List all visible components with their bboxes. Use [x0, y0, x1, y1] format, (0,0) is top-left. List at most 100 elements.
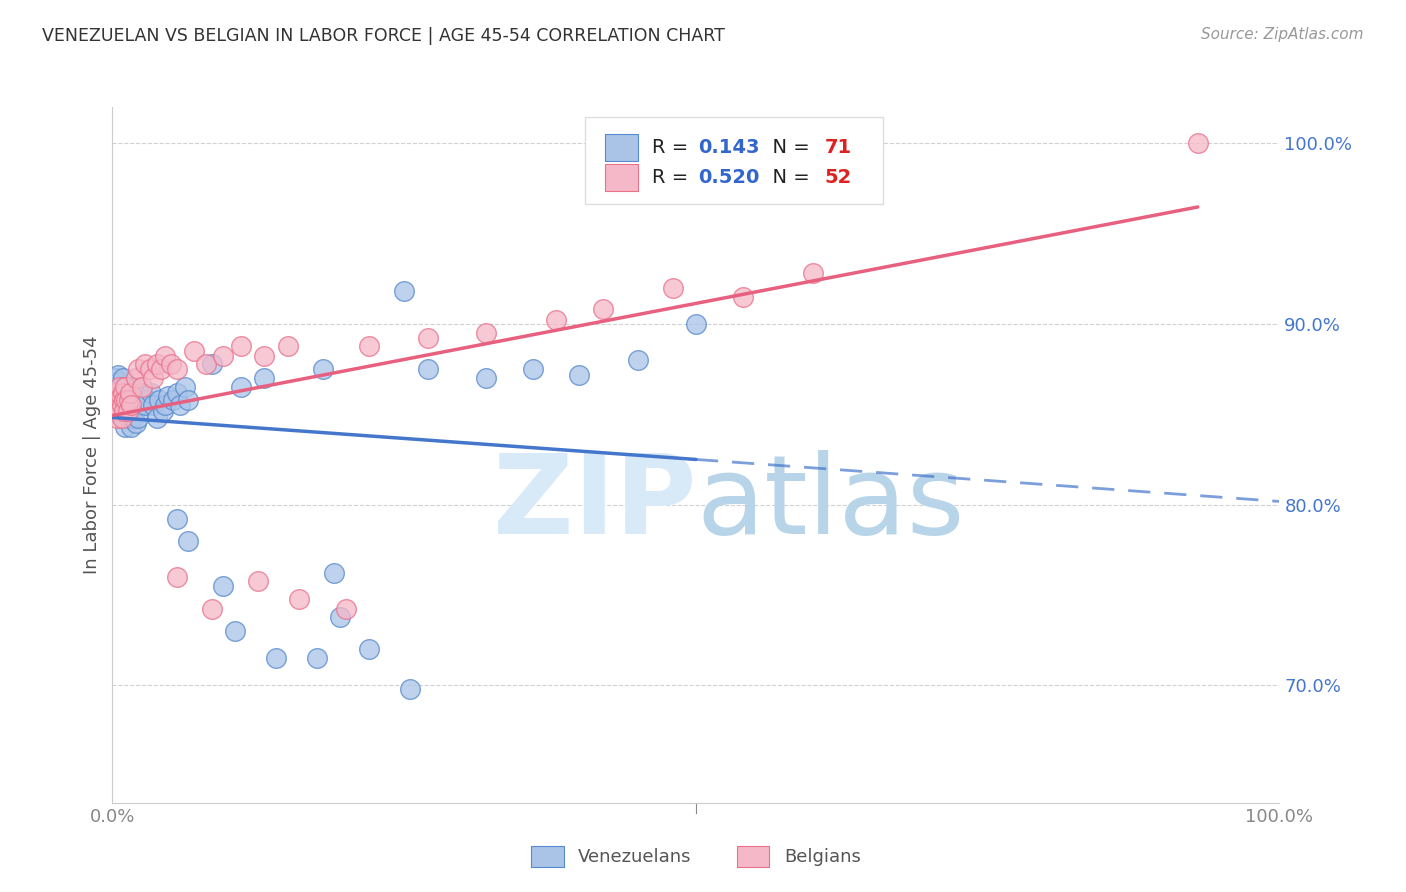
- Text: R =: R =: [651, 138, 695, 157]
- Point: [125, 392, 148, 407]
- Point: [288, 591, 311, 606]
- Point: [111, 410, 134, 425]
- Point: [118, 392, 141, 407]
- Point: [104, 380, 127, 394]
- Point: [111, 371, 134, 385]
- Point: [136, 392, 159, 407]
- Point: [177, 392, 200, 407]
- Point: [139, 385, 162, 400]
- Point: [134, 398, 156, 412]
- Point: [166, 512, 188, 526]
- Text: Source: ZipAtlas.com: Source: ZipAtlas.com: [1201, 27, 1364, 42]
- Point: [131, 380, 153, 394]
- Point: [150, 362, 173, 376]
- Point: [105, 389, 128, 403]
- Point: [801, 266, 824, 280]
- Text: R =: R =: [651, 168, 695, 186]
- Point: [183, 344, 205, 359]
- Point: [177, 533, 200, 548]
- Point: [253, 371, 276, 385]
- Point: [323, 566, 346, 581]
- Point: [112, 392, 135, 407]
- Point: [120, 380, 142, 394]
- Text: 52: 52: [824, 168, 852, 186]
- Point: [121, 398, 143, 412]
- Text: VENEZUELAN VS BELGIAN IN LABOR FORCE | AGE 45-54 CORRELATION CHART: VENEZUELAN VS BELGIAN IN LABOR FORCE | A…: [42, 27, 725, 45]
- Point: [305, 651, 328, 665]
- Point: [114, 403, 136, 417]
- Point: [117, 403, 139, 417]
- Point: [142, 371, 165, 385]
- Point: [107, 375, 129, 389]
- Point: [685, 317, 707, 331]
- Point: [146, 357, 169, 371]
- FancyBboxPatch shape: [585, 118, 883, 204]
- Point: [122, 410, 145, 425]
- Point: [110, 380, 132, 394]
- Point: [104, 385, 127, 400]
- Point: [166, 570, 188, 584]
- Point: [229, 338, 252, 352]
- Point: [194, 357, 217, 371]
- Legend: Venezuelans, Belgians: Venezuelans, Belgians: [524, 838, 868, 874]
- Point: [253, 350, 276, 364]
- Point: [661, 281, 683, 295]
- Point: [105, 410, 128, 425]
- Point: [110, 392, 132, 407]
- Point: [359, 338, 381, 352]
- Point: [173, 380, 195, 394]
- Point: [112, 392, 135, 407]
- Point: [157, 389, 180, 403]
- Point: [108, 389, 131, 403]
- Point: [111, 398, 134, 412]
- Y-axis label: In Labor Force | Age 45-54: In Labor Force | Age 45-54: [83, 335, 101, 574]
- Point: [110, 389, 132, 403]
- Point: [475, 371, 498, 385]
- Point: [627, 353, 650, 368]
- Point: [544, 313, 567, 327]
- Point: [107, 368, 129, 382]
- Point: [125, 380, 148, 394]
- Point: [118, 385, 141, 400]
- Point: [114, 420, 136, 434]
- Point: [399, 681, 422, 696]
- Point: [162, 392, 184, 407]
- Point: [118, 403, 141, 417]
- Point: [568, 368, 591, 382]
- Point: [169, 398, 191, 412]
- Point: [212, 579, 235, 593]
- Point: [201, 357, 224, 371]
- Point: [111, 385, 134, 400]
- Point: [392, 285, 416, 299]
- Point: [166, 362, 188, 376]
- Point: [127, 398, 149, 412]
- Point: [166, 385, 188, 400]
- Text: ZIP: ZIP: [492, 450, 696, 558]
- Point: [160, 357, 183, 371]
- Point: [124, 403, 146, 417]
- Point: [201, 602, 224, 616]
- Point: [114, 380, 136, 394]
- Point: [247, 574, 270, 588]
- Point: [108, 403, 131, 417]
- Point: [152, 403, 174, 417]
- Point: [416, 331, 439, 345]
- Point: [592, 302, 614, 317]
- Point: [108, 380, 131, 394]
- Text: 0.143: 0.143: [699, 138, 759, 157]
- Point: [127, 410, 149, 425]
- Point: [224, 624, 246, 639]
- Point: [118, 385, 141, 400]
- Bar: [605, 134, 637, 161]
- Text: 71: 71: [824, 138, 852, 157]
- Text: N =: N =: [761, 138, 815, 157]
- Point: [212, 350, 235, 364]
- Point: [105, 392, 128, 407]
- Point: [120, 420, 142, 434]
- Point: [118, 392, 141, 407]
- Bar: [605, 164, 637, 191]
- Point: [731, 290, 754, 304]
- Point: [359, 642, 381, 657]
- Point: [115, 392, 138, 407]
- Point: [112, 380, 135, 394]
